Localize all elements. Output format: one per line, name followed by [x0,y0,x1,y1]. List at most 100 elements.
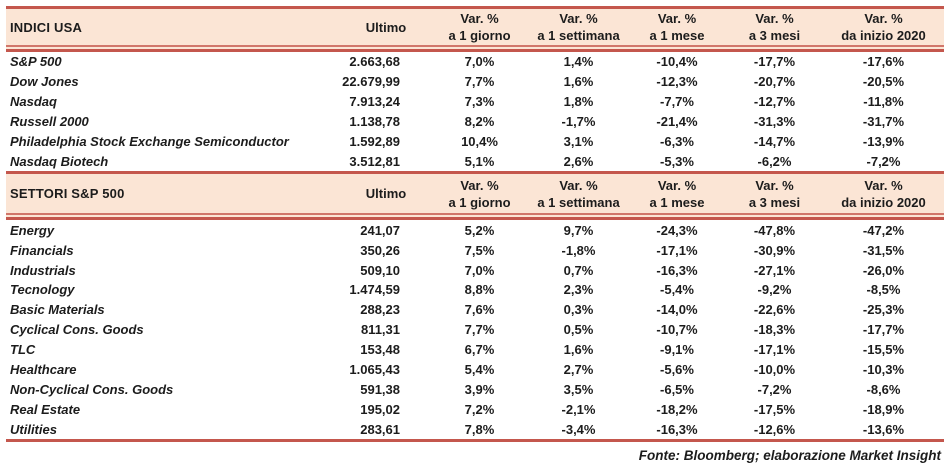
row-label: Financials [10,242,74,258]
var-label: Var. % [460,11,499,26]
header-band-indici-usa: INDICI USA Ultimo Var. % a 1 giorno Var.… [6,6,944,45]
var-label: Var. % [755,11,794,26]
row-label: Energy [10,222,55,238]
table-row: Dow Jones 22.679,99 7,7% 1,6% -12,3% -20… [6,71,944,92]
column-header-var-da-inizio-2020: Var. % da inizio 2020 [823,10,944,44]
table-row: S&P 500 2.663,68 7,0% 1,4% -10,4% -17,7%… [6,52,944,72]
row-var-3-mesi: -12,6% [753,421,796,437]
column-header-var-1-mese: Var. % a 1 mese [628,10,726,44]
row-var-1-settimana: 1,6% [563,342,594,358]
row-label: Russell 2000 [10,114,89,130]
row-var-1-mese: -7,7% [660,94,694,110]
row-var-1-giorno: 6,7% [464,342,495,358]
row-var-1-settimana: 3,1% [563,134,594,149]
row-var-3-mesi: -20,7% [753,74,796,90]
row-var-inizio-2020: -18,9% [862,401,905,417]
row-var-1-giorno: 5,2% [464,222,495,238]
row-label: Nasdaq [10,94,57,110]
row-var-3-mesi: -7,2% [757,381,792,397]
row-var-1-settimana: -3,4% [561,421,596,437]
table-row: Tecnology 1.474,59 8,8% 2,3% -5,4% -9,2%… [6,280,944,300]
row-var-1-giorno: 10,4% [461,134,498,149]
row-var-1-giorno: 8,2% [464,114,495,130]
row-var-1-giorno: 8,8% [464,282,495,298]
section-title-indici-usa: INDICI USA [10,19,83,35]
row-var-inizio-2020: -31,5% [862,242,905,258]
row-var-1-giorno: 7,6% [464,302,495,318]
row-var-1-giorno: 7,5% [464,242,495,258]
row-var-inizio-2020: -7,2% [866,153,901,169]
row-var-inizio-2020: -8,5% [866,282,901,298]
row-var-1-giorno: 7,7% [464,74,495,90]
table-row: Industrials 509,10 7,0% 0,7% -16,3% -27,… [6,260,944,281]
table-row: Russell 2000 1.138,78 8,2% -1,7% -21,4% … [6,111,944,132]
row-var-inizio-2020: -20,5% [862,74,905,90]
table-row: Philadelphia Stock Exchange Semiconducto… [6,131,944,152]
row-var-1-mese: -9,1% [660,342,694,358]
column-header-var-1-giorno: Var. % a 1 giorno [430,177,529,211]
row-var-1-giorno: 5,1% [464,153,495,169]
row-var-1-mese: -6,5% [660,381,694,397]
row-var-1-settimana: 2,7% [563,362,594,378]
row-ultimo-value: 195,02 [360,401,400,417]
rows-settori-sp500: Energy 241,07 5,2% 9,7% -24,3% -47,8% -4… [6,220,944,443]
table-row: Nasdaq 7.913,24 7,3% 1,8% -7,7% -12,7% -… [6,91,944,112]
column-header-var-1-settimana: Var. % a 1 settimana [529,10,628,44]
row-label: Real Estate [10,401,81,417]
row-var-3-mesi: -31,3% [753,114,796,130]
var-label: Var. % [864,177,903,193]
row-var-3-mesi: -12,7% [753,94,796,110]
row-var-inizio-2020: -26,0% [862,262,905,278]
row-var-3-mesi: -47,8% [753,222,796,238]
column-header-var-3-mesi: Var. % a 3 mesi [726,177,823,211]
var-label: Var. % [559,177,598,193]
row-ultimo-value: 153,48 [360,342,400,358]
row-ultimo-value: 350,26 [360,242,400,258]
row-var-1-mese: -21,4% [656,114,698,130]
row-label: S&P 500 [10,54,62,70]
row-label: Nasdaq Biotech [10,153,109,169]
row-ultimo-value: 1.474,59 [349,282,400,298]
header-band-settori-sp500: SETTORI S&P 500 Ultimo Var. % a 1 giorno… [6,171,944,214]
row-ultimo-value: 591,38 [360,381,400,397]
row-var-3-mesi: -17,7% [753,54,796,70]
row-var-1-settimana: 0,3% [563,302,594,318]
row-var-3-mesi: -22,6% [753,302,796,318]
row-var-1-settimana: 2,6% [563,153,594,169]
period-label: a 1 settimana [537,28,620,43]
row-label: Non-Cyclical Cons. Goods [10,381,174,397]
row-label: Philadelphia Stock Exchange Semiconducto… [10,134,289,149]
row-var-inizio-2020: -10,3% [862,362,905,378]
row-label: Industrials [10,262,76,278]
row-var-1-settimana: -2,1% [561,401,596,417]
row-var-3-mesi: -17,5% [753,401,796,417]
row-var-1-settimana: 2,3% [563,282,594,298]
row-ultimo-value: 2.663,68 [349,54,400,70]
row-var-1-settimana: -1,8% [561,242,596,258]
table-row: Utilities 283,61 7,8% -3,4% -16,3% -12,6… [6,419,944,440]
table-row: Cyclical Cons. Goods 811,31 7,7% 0,5% -1… [6,319,944,340]
row-var-1-mese: -14,0% [656,302,698,318]
row-ultimo-value: 1.065,43 [349,362,400,378]
column-header-var-1-mese: Var. % a 1 mese [628,177,726,211]
period-label: a 1 mese [649,28,705,43]
row-var-3-mesi: -18,3% [753,322,796,338]
period-label: a 1 settimana [537,194,620,210]
row-var-1-giorno: 7,0% [464,262,495,278]
var-label: Var. % [755,177,794,193]
row-var-1-mese: -18,2% [656,401,698,417]
table-row: TLC 153,48 6,7% 1,6% -9,1% -17,1% -15,5% [6,339,944,360]
row-var-1-mese: -16,3% [656,421,698,437]
row-label: Healthcare [10,362,77,378]
column-header-var-da-inizio-2020: Var. % da inizio 2020 [823,177,944,211]
row-var-3-mesi: -10,0% [753,362,796,378]
row-var-1-settimana: 0,7% [563,262,594,278]
period-label: da inizio 2020 [841,194,926,210]
row-var-inizio-2020: -8,6% [866,381,901,397]
row-var-1-settimana: 1,8% [563,94,594,110]
table-row: Financials 350,26 7,5% -1,8% -17,1% -30,… [6,240,944,261]
row-var-3-mesi: -9,2% [757,282,792,298]
row-var-1-mese: -10,7% [656,322,698,338]
column-header-ultimo: Ultimo [365,186,407,202]
row-var-1-mese: -5,4% [660,282,694,298]
